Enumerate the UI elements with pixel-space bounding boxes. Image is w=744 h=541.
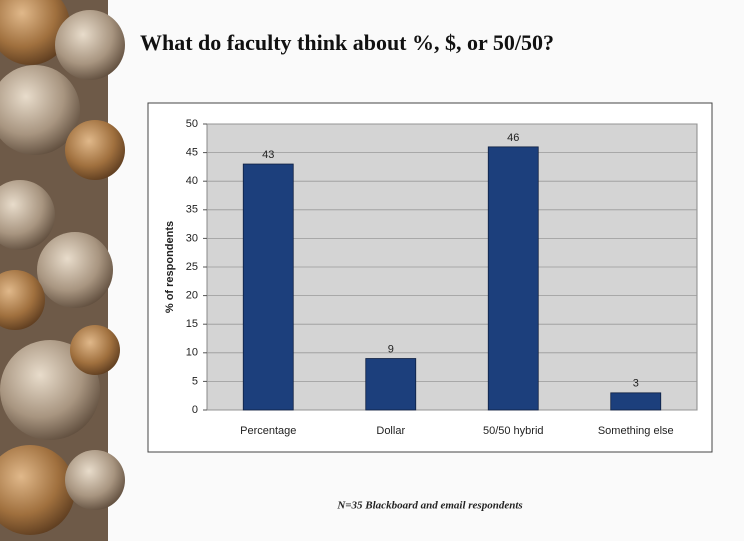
y-tick-label: 5 [192, 375, 198, 387]
data-label: 9 [388, 343, 394, 355]
y-tick-label: 50 [186, 118, 198, 130]
y-tick-label: 35 [186, 204, 198, 216]
y-tick-label: 10 [186, 347, 198, 359]
y-tick-label: 45 [186, 147, 198, 159]
data-label: 46 [507, 132, 519, 144]
y-tick-label: 40 [186, 175, 198, 187]
x-tick-label: 50/50 hybrid [483, 425, 544, 437]
y-axis-label: % of respondents [164, 221, 176, 313]
footnote: N=35 Blackboard and email respondents [336, 500, 522, 512]
y-tick-label: 0 [192, 404, 198, 416]
chart-title: What do faculty think about %, $, or 50/… [140, 30, 554, 55]
data-label: 3 [633, 378, 639, 390]
x-tick-label: Percentage [240, 425, 296, 437]
bar [242, 163, 294, 411]
y-tick-label: 25 [186, 261, 198, 273]
x-tick-label: Dollar [376, 425, 405, 437]
y-tick-label: 30 [186, 232, 198, 244]
bar [487, 146, 539, 411]
data-label: 43 [262, 149, 274, 161]
bar [365, 358, 417, 411]
x-tick-label: Something else [598, 425, 674, 437]
bar [610, 392, 662, 411]
coin-strip [0, 0, 125, 541]
y-tick-label: 20 [186, 290, 198, 302]
y-tick-label: 15 [186, 318, 198, 330]
